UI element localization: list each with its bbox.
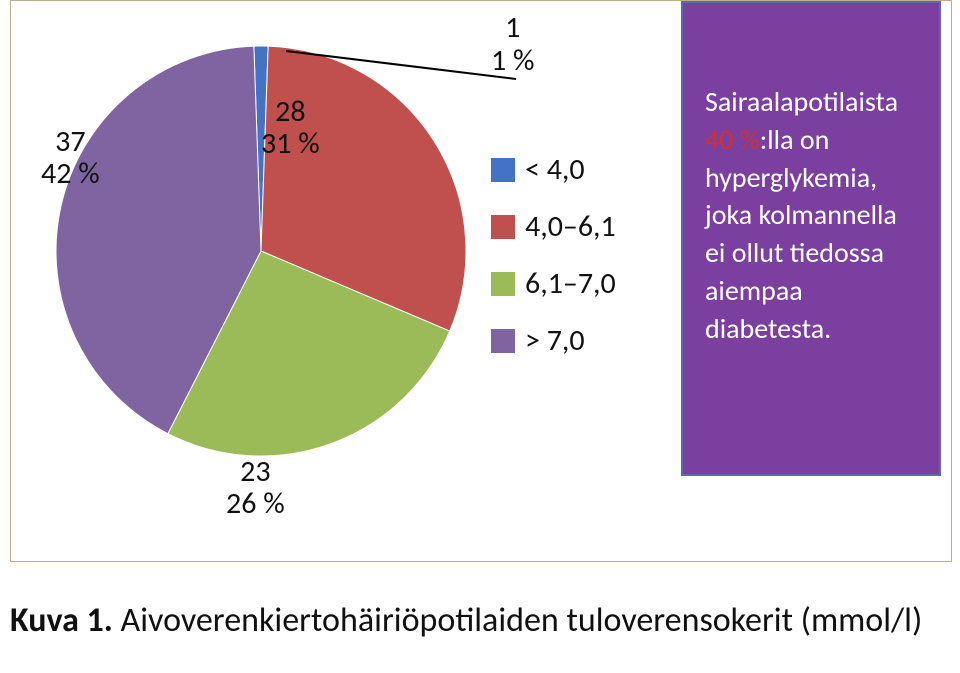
figure-stage: 1 1 % 28 31 % 23 26 % 37 42 % < 4,0 4,0–… [0,0,960,673]
legend-swatch [491,272,515,296]
caption-bold: Kuva 1. [10,600,113,641]
legend-text: > 7,0 [525,322,585,359]
slice-count: 1 [505,9,520,46]
legend-swatch [491,215,515,239]
legend-item-gt7: > 7,0 [491,322,616,359]
slice-label-gt7: 37 42 % [41,126,100,189]
caption-rest: Aivoverenkiertohäiriöpotilaiden tulovere… [113,600,922,641]
legend-text: 6,1–7,0 [525,265,616,302]
legend-text: 4,0–6,1 [525,208,616,245]
legend-text: < 4,0 [525,151,585,188]
slice-label-6-1-7: 23 26 % [226,456,285,519]
legend: < 4,0 4,0–6,1 6,1–7,0 > 7,0 [491,131,616,379]
slice-label-4-6-1: 28 31 % [261,96,320,159]
legend-item-lt4: < 4,0 [491,151,616,188]
legend-item-6-1-7: 6,1–7,0 [491,265,616,302]
slice-label-lt4: 1 1 % [491,11,534,77]
legend-swatch [491,158,515,182]
legend-item-4-6-1: 4,0–6,1 [491,208,616,245]
legend-swatch [491,329,515,353]
slice-pct: 1 % [491,42,534,79]
side-annotation-panel: Sairaalapotilaista40 %:lla onhyperglykem… [681,1,941,476]
slice-pct: 42 % [41,155,100,192]
slice-pct: 31 % [261,125,320,162]
callout-line [11,1,711,121]
chart-frame: 1 1 % 28 31 % 23 26 % 37 42 % < 4,0 4,0–… [10,0,952,562]
figure-caption: Kuva 1. Aivoverenkiertohäiriöpotilaiden … [10,600,922,641]
slice-pct: 26 % [226,485,285,522]
